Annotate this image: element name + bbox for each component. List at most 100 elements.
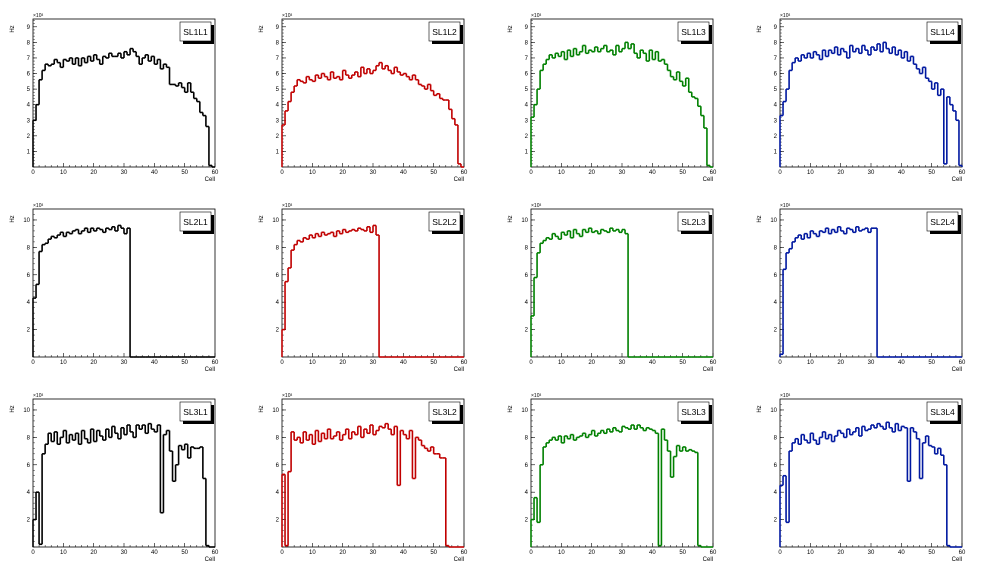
- x-tick-label: 50: [679, 170, 686, 176]
- x-tick-label: 20: [339, 170, 346, 176]
- y-axis-title: Hz: [259, 215, 265, 222]
- y-tick-label: 9: [525, 25, 529, 31]
- chart-sl3l1: 0 10 20 30 40 50 60 2 4 6 8 10 ×10³ Cell Hz SL3L1: [10, 393, 219, 563]
- y-exponent-label: ×10³: [33, 393, 43, 399]
- y-tick-label: 2: [525, 328, 529, 334]
- y-tick-label: 8: [27, 435, 31, 441]
- x-axis-title: Cell: [952, 367, 962, 373]
- chart-title: SL1L1: [183, 27, 208, 37]
- y-axis-title: Hz: [259, 405, 265, 412]
- y-tick-label: 1: [525, 149, 529, 155]
- histogram-series: [32, 422, 215, 548]
- x-tick-label: 0: [280, 170, 284, 176]
- y-tick-label: 2: [774, 328, 778, 334]
- panel-sl1l1: 0 10 20 30 40 50 60 1 2 3 4 5 6 7 8 9 ×10³ Cell Hz SL1L1: [0, 0, 249, 190]
- x-tick-label: 0: [280, 360, 284, 366]
- panel-sl2l2: 0 10 20 30 40 50 60 2 4 6 8 10 ×10³ Cell Hz SL2L2: [249, 190, 498, 380]
- y-axis-title: Hz: [508, 25, 514, 32]
- y-tick-label: 6: [525, 463, 529, 469]
- y-tick-label: 8: [525, 245, 529, 251]
- x-tick-label: 50: [928, 360, 935, 366]
- y-exponent-label: ×10³: [33, 203, 43, 209]
- y-tick-label: 6: [525, 72, 529, 78]
- y-tick-label: 4: [27, 300, 31, 306]
- x-tick-label: 40: [151, 550, 158, 556]
- y-tick-label: 3: [774, 118, 778, 124]
- chart-title: SL3L4: [930, 407, 955, 417]
- chart-title: SL3L3: [681, 407, 706, 417]
- x-tick-label: 50: [181, 170, 188, 176]
- y-tick-label: 6: [525, 273, 529, 279]
- x-tick-label: 40: [151, 360, 158, 366]
- x-tick-label: 50: [679, 360, 686, 366]
- y-tick-label: 10: [272, 218, 279, 224]
- title-box: [677, 21, 710, 42]
- x-tick-label: 40: [898, 360, 905, 366]
- x-tick-label: 50: [430, 170, 437, 176]
- y-tick-label: 2: [774, 134, 778, 140]
- x-tick-label: 0: [778, 360, 782, 366]
- chart-sl2l3: 0 10 20 30 40 50 60 2 4 6 8 10 ×10³ Cell Hz SL2L3: [508, 203, 717, 373]
- histogram-series: [530, 424, 713, 548]
- y-axis-title: Hz: [10, 25, 16, 32]
- histogram-series: [281, 224, 464, 358]
- x-tick-label: 60: [959, 360, 966, 366]
- x-tick-label: 40: [649, 360, 656, 366]
- x-tick-label: 60: [461, 360, 468, 366]
- x-tick-label: 60: [710, 360, 717, 366]
- y-exponent-label: ×10³: [780, 13, 790, 19]
- chart-sl2l2: 0 10 20 30 40 50 60 2 4 6 8 10 ×10³ Cell Hz SL2L2: [259, 203, 468, 373]
- y-tick-label: 2: [276, 134, 280, 140]
- y-tick-label: 6: [774, 273, 778, 279]
- x-axis-title: Cell: [952, 557, 962, 563]
- y-tick-label: 10: [521, 408, 528, 414]
- title-box: [926, 211, 959, 232]
- y-tick-label: 10: [272, 408, 279, 414]
- x-tick-label: 20: [837, 170, 844, 176]
- y-tick-label: 3: [525, 118, 529, 124]
- y-exponent-label: ×10³: [282, 13, 292, 19]
- histogram-series: [32, 47, 215, 168]
- chart-sl1l1: 0 10 20 30 40 50 60 1 2 3 4 5 6 7 8 9×10³ Cell Hz SL1L1: [10, 13, 219, 183]
- y-tick-label: 7: [774, 56, 778, 62]
- x-tick-label: 20: [588, 550, 595, 556]
- y-tick-label: 10: [770, 408, 777, 414]
- y-tick-label: 4: [27, 103, 31, 109]
- x-tick-label: 60: [212, 550, 219, 556]
- y-exponent-label: ×10³: [780, 393, 790, 399]
- y-tick-label: 8: [774, 245, 778, 251]
- x-tick-label: 30: [619, 360, 626, 366]
- x-tick-label: 0: [778, 170, 782, 176]
- x-axis-title: Cell: [454, 367, 464, 373]
- x-tick-label: 10: [807, 170, 814, 176]
- x-tick-label: 30: [619, 550, 626, 556]
- x-tick-label: 10: [60, 360, 67, 366]
- y-exponent-label: ×10³: [282, 203, 292, 209]
- y-tick-label: 6: [27, 273, 31, 279]
- x-tick-label: 50: [181, 360, 188, 366]
- y-tick-label: 9: [774, 25, 778, 31]
- title-box: [926, 21, 959, 42]
- y-tick-label: 8: [276, 435, 280, 441]
- title-box: [179, 401, 212, 422]
- y-tick-label: 6: [774, 463, 778, 469]
- y-tick-label: 1: [774, 149, 778, 155]
- panel-sl3l1: 0 10 20 30 40 50 60 2 4 6 8 10 ×10³ Cell Hz SL3L1: [0, 380, 249, 570]
- title-box: [677, 211, 710, 232]
- x-tick-label: 20: [837, 550, 844, 556]
- x-tick-label: 60: [212, 360, 219, 366]
- chart-title: SL3L1: [183, 407, 208, 417]
- y-tick-label: 4: [774, 490, 778, 496]
- chart-sl3l2: 0 10 20 30 40 50 60 2 4 6 8 10 ×10³ Cell Hz SL3L2: [259, 393, 468, 563]
- y-exponent-label: ×10³: [531, 203, 541, 209]
- title-box: [179, 211, 212, 232]
- title-box: [179, 21, 212, 42]
- title-box: [677, 401, 710, 422]
- x-tick-label: 0: [529, 550, 533, 556]
- chart-title: SL2L3: [681, 217, 706, 227]
- x-tick-label: 30: [121, 170, 128, 176]
- panel-sl2l4: 0 10 20 30 40 50 60 2 4 6 8 10 ×10³ Cell Hz SL2L4: [747, 190, 996, 380]
- x-tick-label: 40: [898, 170, 905, 176]
- y-tick-label: 3: [27, 118, 31, 124]
- y-axis-title: Hz: [508, 215, 514, 222]
